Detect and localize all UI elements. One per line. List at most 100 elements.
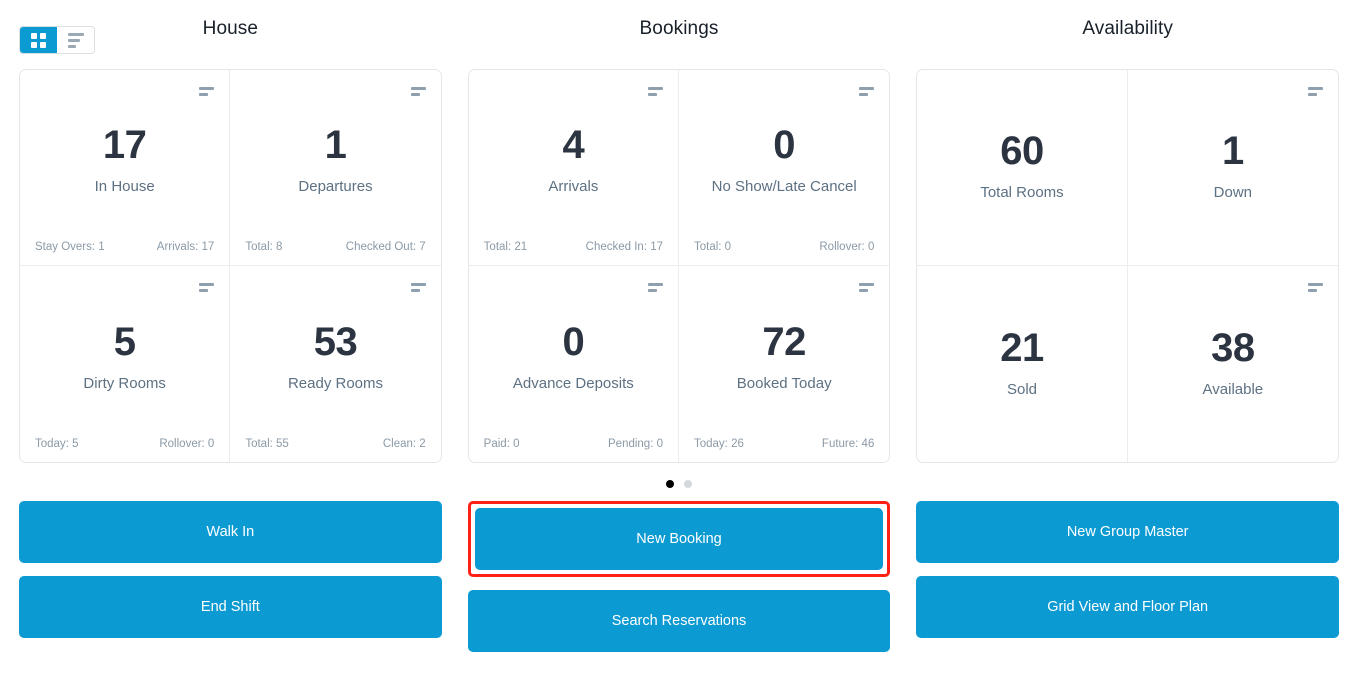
metric-card[interactable]: 5 Dirty Rooms Today: 5 Rollover: 0 [20,266,231,462]
metric-card[interactable]: 53 Ready Rooms Total: 55 Clean: 2 [230,266,440,462]
card-footer: Stay Overs: 1 Arrivals: 17 [34,241,215,255]
card-menu-icon[interactable] [859,283,875,292]
card-footer: Today: 5 Rollover: 0 [34,438,215,452]
section-title-availability: Availability [1082,18,1173,39]
list-view-toggle-button[interactable] [57,27,94,53]
pagination-dot-1[interactable] [666,480,674,488]
card-group-availability: 60 Total Rooms 1 Down 21 Sold [916,69,1340,463]
search-reservations-button[interactable]: Search Reservations [467,590,891,652]
card-label: Down [1213,184,1253,201]
card-foot-left: Total: 55 [245,438,289,450]
card-footer: Total: 0 Rollover: 0 [693,241,875,255]
card-foot-right: Future: 46 [821,438,875,450]
card-label: Total Rooms [980,184,1064,201]
card-label: Advance Deposits [512,374,634,392]
card-foot-right: Clean: 2 [382,438,426,450]
card-value: 1 [324,123,347,167]
card-label: Dirty Rooms [83,374,166,392]
grid-view-floor-plan-button[interactable]: Grid View and Floor Plan [916,576,1340,638]
new-group-master-button[interactable]: New Group Master [916,501,1340,563]
card-menu-icon[interactable] [648,87,663,96]
card-value: 4 [562,123,585,167]
card-body: 72 Booked Today [693,274,875,438]
card-menu-icon[interactable] [410,283,426,292]
action-column-left: Walk In End Shift [19,501,442,652]
grid-view-toggle-button[interactable] [20,27,57,53]
walk-in-button[interactable]: Walk In [19,501,442,563]
card-foot-right: Checked Out: 7 [345,241,426,253]
card-footer: Today: 26 Future: 46 [693,438,875,452]
card-label: No Show/Late Cancel [711,178,857,195]
card-value: 53 [313,319,358,364]
card-label: Ready Rooms [287,374,384,392]
card-value: 38 [1211,325,1255,370]
card-body: 0 Advance Deposits [483,274,664,438]
card-body: 4 Arrivals [483,78,664,241]
card-foot-left: Total: 0 [694,241,732,253]
metric-card[interactable]: 1 Departures Total: 8 Checked Out: 7 [230,70,441,266]
card-label: In House [94,178,155,195]
card-menu-icon[interactable] [199,87,215,96]
card-group-bookings: 4 Arrivals Total: 21 Checked In: 17 0 No… [467,69,891,463]
card-foot-right: Rollover: 0 [819,241,875,253]
metric-card[interactable]: 21 Sold [917,266,1128,462]
action-column-center: New Booking Search Reservations [467,501,891,652]
metric-card[interactable]: 17 In House Stay Overs: 1 Arrivals: 17 [20,70,231,266]
card-foot-left: Paid: 0 [483,438,520,450]
card-foot-left: Today: 26 [694,438,744,450]
card-menu-icon[interactable] [410,87,426,96]
list-icon [67,32,84,48]
section-title-house: House [202,18,259,39]
card-label: Booked Today [736,374,832,392]
card-label: Arrivals [548,178,599,195]
card-label: Sold [1006,380,1038,398]
card-foot-left: Total: 21 [483,241,528,253]
metric-card[interactable]: 4 Arrivals Total: 21 Checked In: 17 [468,70,679,266]
card-foot-left: Total: 8 [245,241,283,253]
card-body: 5 Dirty Rooms [34,274,215,438]
card-value: 60 [1000,129,1044,173]
end-shift-button[interactable]: End Shift [19,576,442,638]
action-column-right: New Group Master Grid View and Floor Pla… [916,501,1340,652]
metric-card-groups: 17 In House Stay Overs: 1 Arrivals: 17 1… [0,69,1358,463]
card-foot-left: Today: 5 [35,438,79,450]
action-button-area: Walk In End Shift New Booking Search Res… [0,501,1358,652]
card-footer: Paid: 0 Pending: 0 [483,438,664,452]
view-toggle-group[interactable] [19,26,95,54]
card-body: 53 Ready Rooms [244,274,426,438]
pagination-dot-2[interactable] [684,480,692,488]
card-menu-icon[interactable] [199,283,215,292]
card-menu-icon[interactable] [859,87,875,96]
metric-card[interactable]: 0 No Show/Late Cancel Total: 0 Rollover:… [679,70,890,266]
card-footer: Total: 8 Checked Out: 7 [244,241,426,255]
metric-card[interactable]: 38 Available [1128,266,1338,462]
card-menu-icon[interactable] [648,283,663,292]
card-body: 17 In House [34,78,215,241]
new-booking-button[interactable]: New Booking [474,508,884,570]
card-body: 38 Available [1142,274,1324,450]
card-menu-icon[interactable] [1308,87,1324,96]
new-booking-highlight: New Booking [467,501,891,577]
carousel-pagination[interactable] [0,480,1358,488]
grid-icon [31,32,46,48]
card-foot-right: Checked In: 17 [585,241,663,253]
metric-card[interactable]: 0 Advance Deposits Paid: 0 Pending: 0 [469,266,679,462]
card-value: 1 [1221,129,1244,173]
card-footer: Total: 21 Checked In: 17 [483,241,664,255]
card-value: 17 [102,123,147,167]
metric-card[interactable]: 1 Down [1127,70,1339,266]
card-label: Departures [298,178,373,195]
card-menu-icon[interactable] [1308,283,1324,292]
card-body: 21 Sold [931,274,1112,450]
card-foot-left: Stay Overs: 1 [35,241,105,253]
card-footer: Total: 55 Clean: 2 [244,438,426,452]
card-foot-right: Rollover: 0 [159,438,215,450]
card-value: 0 [773,123,796,167]
card-value: 5 [113,319,136,364]
card-foot-right: Arrivals: 17 [156,241,215,253]
metric-card[interactable]: 72 Booked Today Today: 26 Future: 46 [679,266,889,462]
card-value: 72 [762,319,806,364]
card-label: Available [1202,380,1264,398]
metric-card[interactable]: 60 Total Rooms [917,70,1128,266]
